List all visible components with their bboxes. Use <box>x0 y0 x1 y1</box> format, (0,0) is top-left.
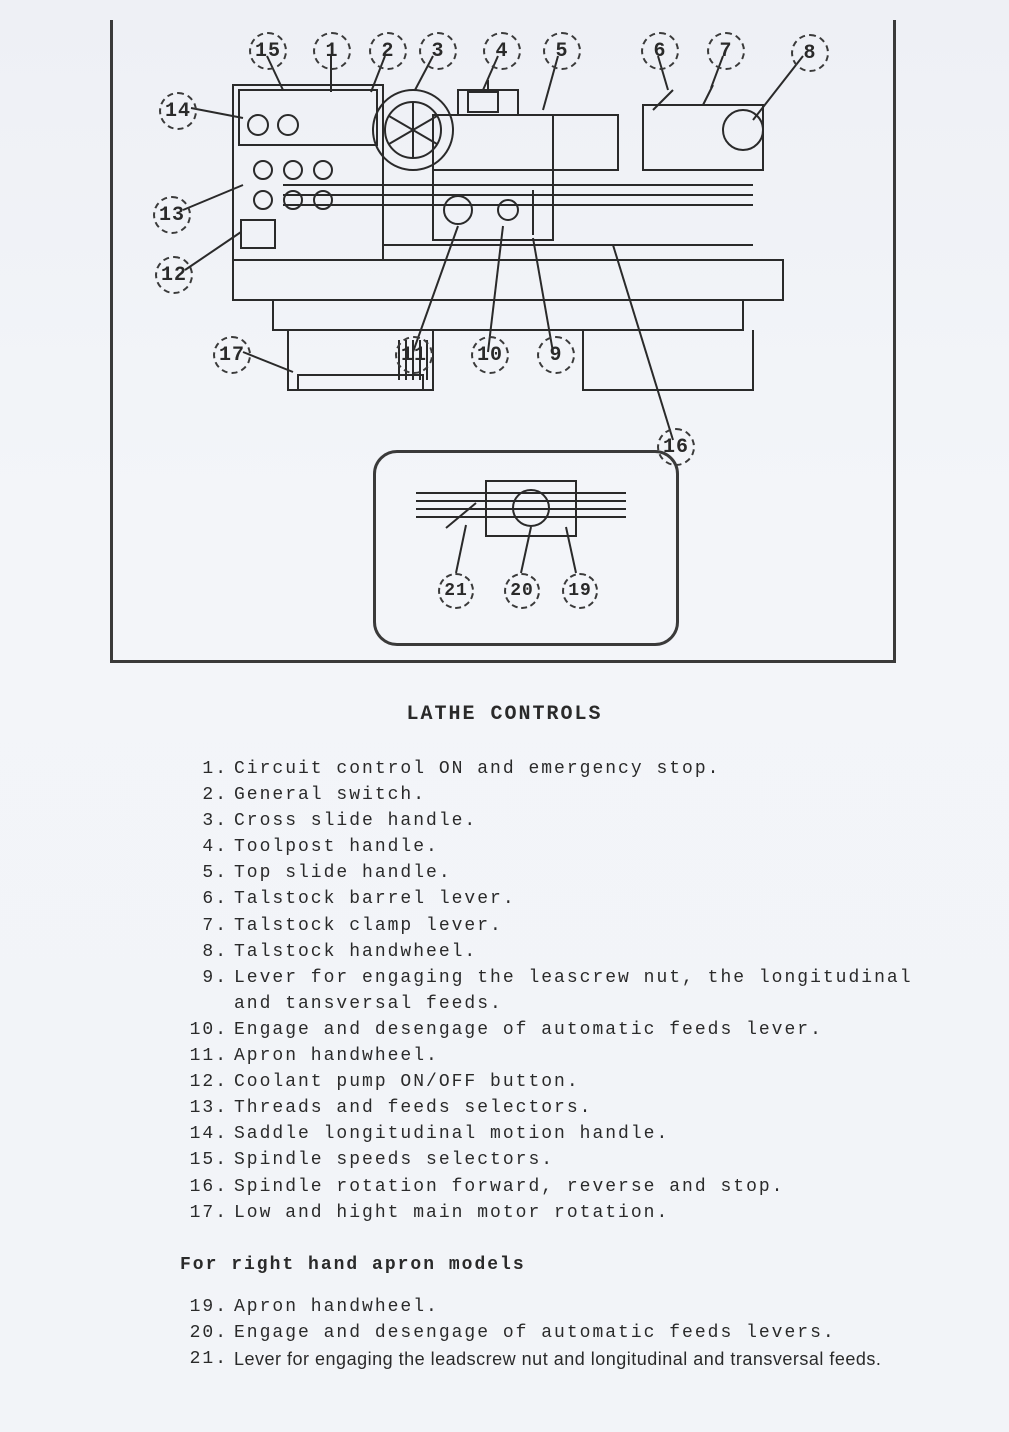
item-text: Spindle speeds selectors. <box>234 1147 940 1173</box>
list-item: 14.Saddle longitudinal motion handle. <box>180 1121 940 1147</box>
callout-6: 6 <box>641 32 679 70</box>
item-text: Coolant pump ON/OFF button. <box>234 1069 940 1095</box>
callout-1: 1 <box>313 32 351 70</box>
item-number: 11. <box>180 1043 234 1069</box>
section-title: LATHE CONTROLS <box>40 703 969 726</box>
list-item: 10.Engage and desengage of automatic fee… <box>180 1017 940 1043</box>
manual-page: 15 1 2 3 4 5 6 7 8 14 13 12 17 11 10 9 1… <box>0 0 1009 1432</box>
item-text: Lever for engaging the leadscrew nut and… <box>234 1346 940 1372</box>
item-text: Cross slide handle. <box>234 808 940 834</box>
item-number: 7. <box>180 913 234 939</box>
item-number: 3. <box>180 808 234 834</box>
item-number: 19. <box>180 1294 234 1320</box>
item-number: 6. <box>180 886 234 912</box>
item-number: 20. <box>180 1320 234 1346</box>
list-item: 12.Coolant pump ON/OFF button. <box>180 1069 940 1095</box>
item-number: 5. <box>180 860 234 886</box>
item-text: Low and hight main motor rotation. <box>234 1200 940 1226</box>
item-text: Talstock barrel lever. <box>234 886 940 912</box>
list-item: 13.Threads and feeds selectors. <box>180 1095 940 1121</box>
inset-frame: 21 20 19 <box>373 450 679 646</box>
item-number: 14. <box>180 1121 234 1147</box>
item-text: Engage and desengage of automatic feeds … <box>234 1320 940 1346</box>
item-number: 15. <box>180 1147 234 1173</box>
list-item: 19.Apron handwheel. <box>180 1294 940 1320</box>
item-text: Threads and feeds selectors. <box>234 1095 940 1121</box>
callout-17: 17 <box>213 336 251 374</box>
callout-15: 15 <box>249 32 287 70</box>
list-item: 17.Low and hight main motor rotation. <box>180 1200 940 1226</box>
item-text: Circuit control ON and emergency stop. <box>234 756 940 782</box>
diagram-frame: 15 1 2 3 4 5 6 7 8 14 13 12 17 11 10 9 1… <box>110 20 896 663</box>
list-item: 6.Talstock barrel lever. <box>180 886 940 912</box>
item-number: 21. <box>180 1346 234 1372</box>
item-number: 8. <box>180 939 234 965</box>
item-number: 4. <box>180 834 234 860</box>
item-number: 17. <box>180 1200 234 1226</box>
callout-3: 3 <box>419 32 457 70</box>
list-item: 9.Lever for engaging the leascrew nut, t… <box>180 965 940 1017</box>
callout-12: 12 <box>155 256 193 294</box>
item-text: Apron handwheel. <box>234 1043 940 1069</box>
list-item: 3.Cross slide handle. <box>180 808 940 834</box>
callout-11: 11 <box>395 336 433 374</box>
list-item: 15.Spindle speeds selectors. <box>180 1147 940 1173</box>
item-number: 2. <box>180 782 234 808</box>
item-text: Lever for engaging the leascrew nut, the… <box>234 965 940 1017</box>
item-text: General switch. <box>234 782 940 808</box>
callout-5: 5 <box>543 32 581 70</box>
list-item: 7.Talstock clamp lever. <box>180 913 940 939</box>
callout-2: 2 <box>369 32 407 70</box>
list-item: 8.Talstock handwheel. <box>180 939 940 965</box>
callout-4: 4 <box>483 32 521 70</box>
list-item: 5.Top slide handle. <box>180 860 940 886</box>
item-number: 13. <box>180 1095 234 1121</box>
item-text: Toolpost handle. <box>234 834 940 860</box>
callout-10: 10 <box>471 336 509 374</box>
callout-8: 8 <box>791 34 829 72</box>
item-number: 9. <box>180 965 234 991</box>
item-number: 1. <box>180 756 234 782</box>
subsection-title: For right hand apron models <box>180 1252 940 1278</box>
inset-diagram <box>376 453 676 643</box>
list-item: 2.General switch. <box>180 782 940 808</box>
item-text: Apron handwheel. <box>234 1294 940 1320</box>
item-text: Talstock clamp lever. <box>234 913 940 939</box>
callout-20: 20 <box>504 573 540 609</box>
callout-14: 14 <box>159 92 197 130</box>
rh-controls-list: 19.Apron handwheel. 20.Engage and deseng… <box>180 1294 940 1372</box>
callout-7: 7 <box>707 32 745 70</box>
callout-21: 21 <box>438 573 474 609</box>
list-item: 20.Engage and desengage of automatic fee… <box>180 1320 940 1346</box>
item-text: Talstock handwheel. <box>234 939 940 965</box>
item-text: Top slide handle. <box>234 860 940 886</box>
item-text: Saddle longitudinal motion handle. <box>234 1121 940 1147</box>
list-item: 21.Lever for engaging the leadscrew nut … <box>180 1346 940 1372</box>
list-item: 11.Apron handwheel. <box>180 1043 940 1069</box>
list-item: 16.Spindle rotation forward, reverse and… <box>180 1174 940 1200</box>
callout-13: 13 <box>153 196 191 234</box>
item-number: 12. <box>180 1069 234 1095</box>
item-number: 16. <box>180 1174 234 1200</box>
list-item: 1.Circuit control ON and emergency stop. <box>180 756 940 782</box>
callout-19: 19 <box>562 573 598 609</box>
item-text: Spindle rotation forward, reverse and st… <box>234 1174 940 1200</box>
item-text: Engage and desengage of automatic feeds … <box>234 1017 940 1043</box>
controls-list: 1.Circuit control ON and emergency stop.… <box>180 756 940 1278</box>
item-number: 10. <box>180 1017 234 1043</box>
list-item: 4.Toolpost handle. <box>180 834 940 860</box>
callout-9: 9 <box>537 336 575 374</box>
